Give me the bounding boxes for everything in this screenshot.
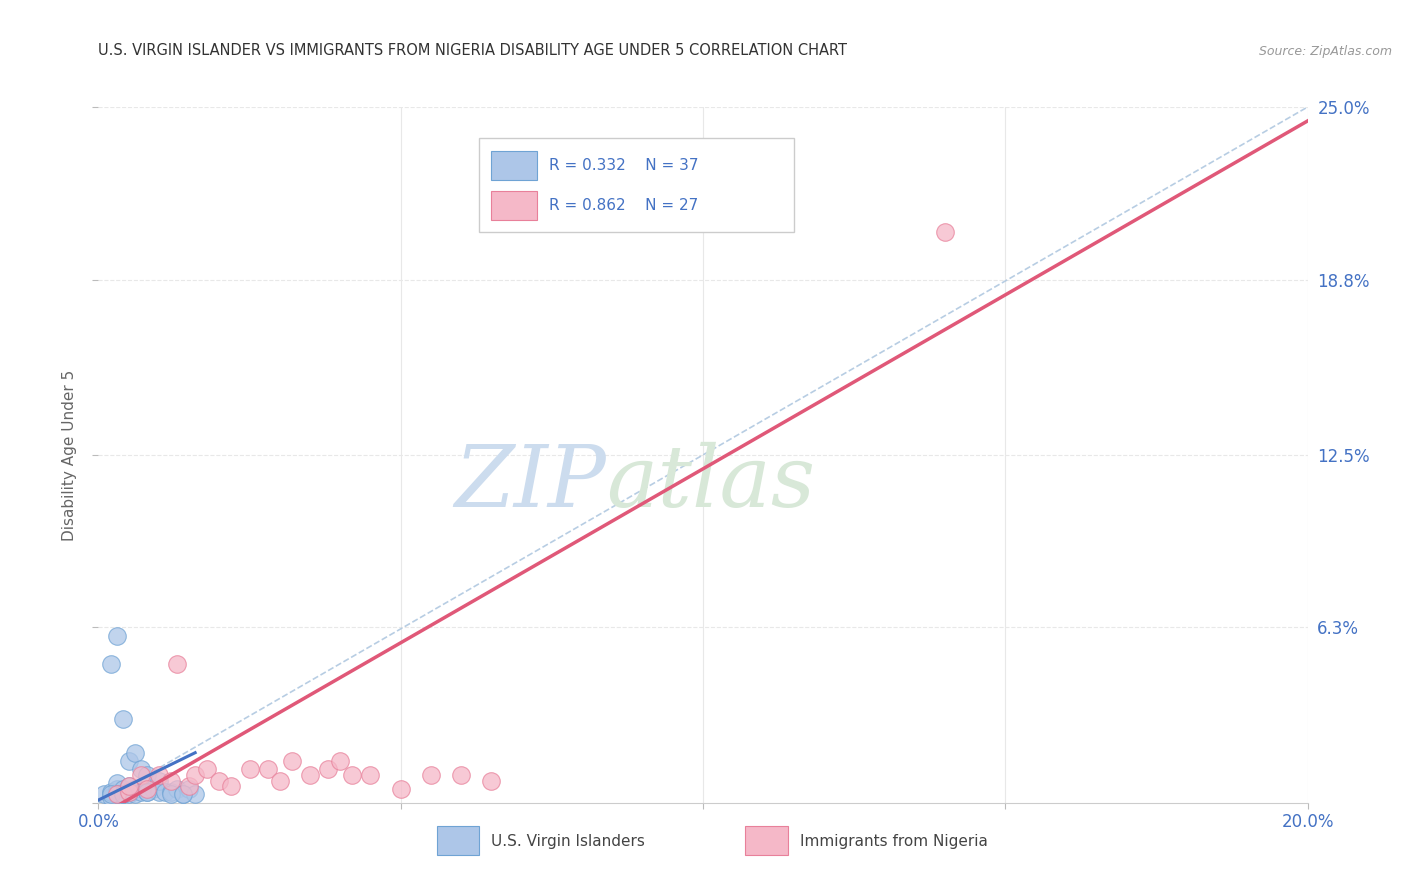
Point [239,763,262,777]
Point [450,768,472,782]
Point [118,779,141,793]
Point [124,788,146,802]
Text: Source: ZipAtlas.com: Source: ZipAtlas.com [1258,45,1392,58]
FancyBboxPatch shape [492,151,537,180]
Text: R = 0.332    N = 37: R = 0.332 N = 37 [550,158,699,173]
Point [100,657,122,671]
Point [129,763,152,777]
Text: R = 0.862    N = 27: R = 0.862 N = 27 [550,198,699,213]
Point [118,788,141,802]
Point [166,657,188,671]
Point [160,773,183,788]
Point [316,763,339,777]
Point [934,225,956,239]
FancyBboxPatch shape [492,191,537,219]
Point [148,768,170,782]
Point [166,781,188,796]
Point [153,785,176,799]
Point [299,768,322,782]
Point [148,773,170,788]
FancyBboxPatch shape [479,138,793,232]
Point [142,781,165,796]
Point [148,785,170,799]
Point [221,779,243,793]
Point [269,773,291,788]
Point [118,785,141,799]
Point [135,785,157,799]
Point [129,768,152,782]
Point [105,788,128,802]
Point [105,788,128,802]
Point [195,763,218,777]
Point [118,785,141,799]
FancyBboxPatch shape [437,826,479,855]
Point [420,768,443,782]
Point [135,785,157,799]
Point [179,779,201,793]
Text: Immigrants from Nigeria: Immigrants from Nigeria [800,833,987,848]
Point [135,768,157,782]
Point [111,712,134,726]
Point [172,788,194,802]
Point [118,779,141,793]
Point [160,785,183,799]
Point [160,788,183,802]
Point [481,773,503,788]
Point [93,788,115,802]
Point [100,788,122,802]
Point [100,790,122,805]
Point [179,781,201,796]
Point [105,629,128,643]
Point [111,788,134,802]
Point [135,781,157,796]
Point [111,781,134,796]
Point [172,788,194,802]
Point [329,754,352,768]
Text: ZIP: ZIP [454,442,606,524]
Point [281,754,304,768]
Point [342,768,364,782]
Point [105,776,128,790]
Point [360,768,382,782]
Point [111,788,134,802]
Point [124,746,146,760]
Point [118,754,141,768]
Point [105,781,128,796]
Text: U.S. VIRGIN ISLANDER VS IMMIGRANTS FROM NIGERIA DISABILITY AGE UNDER 5 CORRELATI: U.S. VIRGIN ISLANDER VS IMMIGRANTS FROM … [98,43,848,58]
Y-axis label: Disability Age Under 5: Disability Age Under 5 [62,369,77,541]
Point [129,785,152,799]
Point [184,788,207,802]
Point [256,763,278,777]
Point [184,768,207,782]
Text: atlas: atlas [606,442,815,524]
Point [105,788,128,802]
FancyBboxPatch shape [745,826,787,855]
Point [389,781,412,796]
Point [100,785,122,799]
Text: U.S. Virgin Islanders: U.S. Virgin Islanders [492,833,645,848]
Point [208,773,231,788]
Point [124,781,146,796]
